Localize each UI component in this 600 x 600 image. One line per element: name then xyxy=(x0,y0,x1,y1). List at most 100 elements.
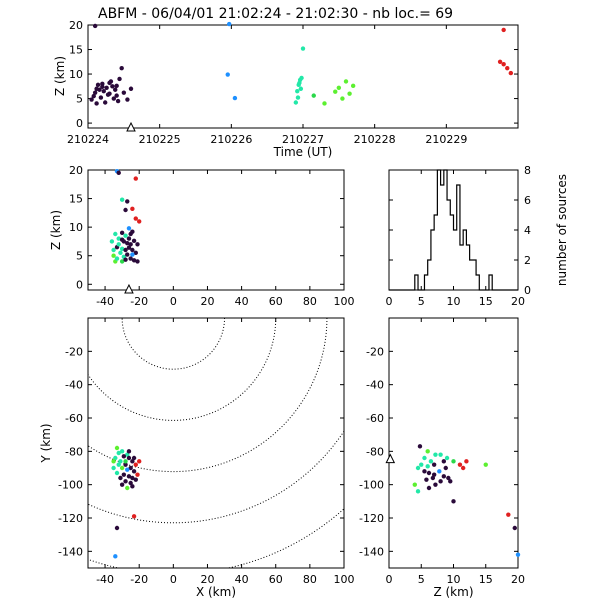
data-point xyxy=(126,474,132,479)
data-point xyxy=(128,465,133,471)
x-tick-label: 210224 xyxy=(67,133,109,146)
y-axis-label: number of sources xyxy=(555,174,569,286)
x-tick-label: 210229 xyxy=(425,133,467,146)
data-point xyxy=(441,474,447,479)
data-point xyxy=(460,465,466,471)
data-point xyxy=(123,233,128,238)
x-tick-label: 0 xyxy=(170,573,177,586)
data-point xyxy=(114,525,120,531)
y-tick-label: -140 xyxy=(359,545,384,558)
data-point xyxy=(226,21,232,27)
data-point xyxy=(123,462,128,467)
data-point xyxy=(133,216,138,221)
y-tick-label: 6 xyxy=(524,194,531,207)
data-point xyxy=(118,459,123,464)
data-point xyxy=(130,459,135,464)
data-point xyxy=(114,83,119,89)
data-point xyxy=(417,444,423,449)
data-point xyxy=(97,87,102,92)
y-tick-label: 2 xyxy=(524,254,531,267)
data-point xyxy=(497,59,503,64)
data-point xyxy=(119,65,124,71)
y-tick-label: -80 xyxy=(65,445,83,458)
data-point xyxy=(135,242,140,247)
data-point xyxy=(501,62,506,67)
data-point xyxy=(119,449,125,454)
chart-time-height: 210224 210225 210226 210227 210228 210229 0 5 10… xyxy=(53,19,519,159)
y-tick-label: 20 xyxy=(69,164,83,177)
data-point xyxy=(123,207,128,213)
chart-z-y-view: 0 5 10 15 20 -140 -120 -100 -80 -60 -40 -20 Z (km) xyxy=(359,317,525,599)
data-point xyxy=(128,256,133,261)
data-point xyxy=(451,459,456,464)
data-point xyxy=(425,449,430,454)
data-point xyxy=(515,552,521,557)
data-point xyxy=(131,258,137,263)
data-point xyxy=(438,452,443,457)
data-point xyxy=(415,465,421,471)
x-tick-label: -20 xyxy=(130,295,148,308)
data-point xyxy=(111,465,116,471)
data-point xyxy=(343,79,349,84)
data-point xyxy=(438,479,443,484)
data-point xyxy=(94,101,99,106)
data-point xyxy=(121,472,127,477)
figure-title: ABFM - 06/04/01 21:02:24 - 21:02:30 - nb… xyxy=(98,6,453,22)
x-tick-label: 20 xyxy=(200,573,214,586)
data-point xyxy=(116,236,121,241)
range-circle xyxy=(88,430,344,524)
data-point xyxy=(131,455,137,461)
data-point xyxy=(322,101,327,106)
data-point xyxy=(225,72,230,77)
y-tick-label: 0 xyxy=(524,284,531,297)
data-point xyxy=(333,89,338,94)
data-point xyxy=(232,95,238,101)
data-point xyxy=(433,452,438,457)
x-tick-label: 210227 xyxy=(282,133,324,146)
y-tick-label: 15 xyxy=(69,193,83,206)
x-tick-label: 15 xyxy=(479,295,493,308)
data-point xyxy=(130,252,135,257)
x-tick-label: 10 xyxy=(447,295,461,308)
data-point xyxy=(107,91,112,96)
data-point xyxy=(118,250,123,256)
data-point xyxy=(451,499,456,504)
plot-frame xyxy=(87,169,345,291)
x-tick-label: 20 xyxy=(200,295,214,308)
data-point xyxy=(116,242,121,247)
data-point xyxy=(126,226,132,231)
data-point xyxy=(133,250,138,256)
x-tick-label: 40 xyxy=(235,295,249,308)
y-tick-label: 8 xyxy=(524,164,531,177)
data-point xyxy=(425,464,430,469)
data-point xyxy=(126,455,132,461)
data-point xyxy=(110,84,115,89)
data-point xyxy=(92,23,98,29)
y-tick-label: 15 xyxy=(69,44,83,57)
y-tick-label: -40 xyxy=(65,379,83,392)
data-point xyxy=(125,485,130,491)
data-point xyxy=(107,80,112,86)
data-point xyxy=(116,462,121,467)
data-point xyxy=(119,246,125,252)
y-tick-label: 20 xyxy=(69,19,83,32)
data-point xyxy=(444,455,450,461)
data-point xyxy=(130,484,135,489)
data-point xyxy=(131,514,137,519)
data-point xyxy=(123,247,128,253)
x-axis-label: Z (km) xyxy=(433,585,473,599)
data-point xyxy=(298,86,304,91)
data-point xyxy=(340,96,345,101)
data-point xyxy=(125,252,130,257)
data-point xyxy=(114,93,119,98)
y-tick-label: -20 xyxy=(65,345,83,358)
x-tick-label: 40 xyxy=(235,573,249,586)
data-point xyxy=(119,259,125,264)
data-point xyxy=(135,259,140,264)
x-tick-label: 100 xyxy=(334,295,355,308)
data-point xyxy=(431,462,437,467)
data-point xyxy=(415,489,421,494)
data-point xyxy=(130,206,135,212)
data-point xyxy=(113,455,118,461)
data-point xyxy=(98,95,104,100)
